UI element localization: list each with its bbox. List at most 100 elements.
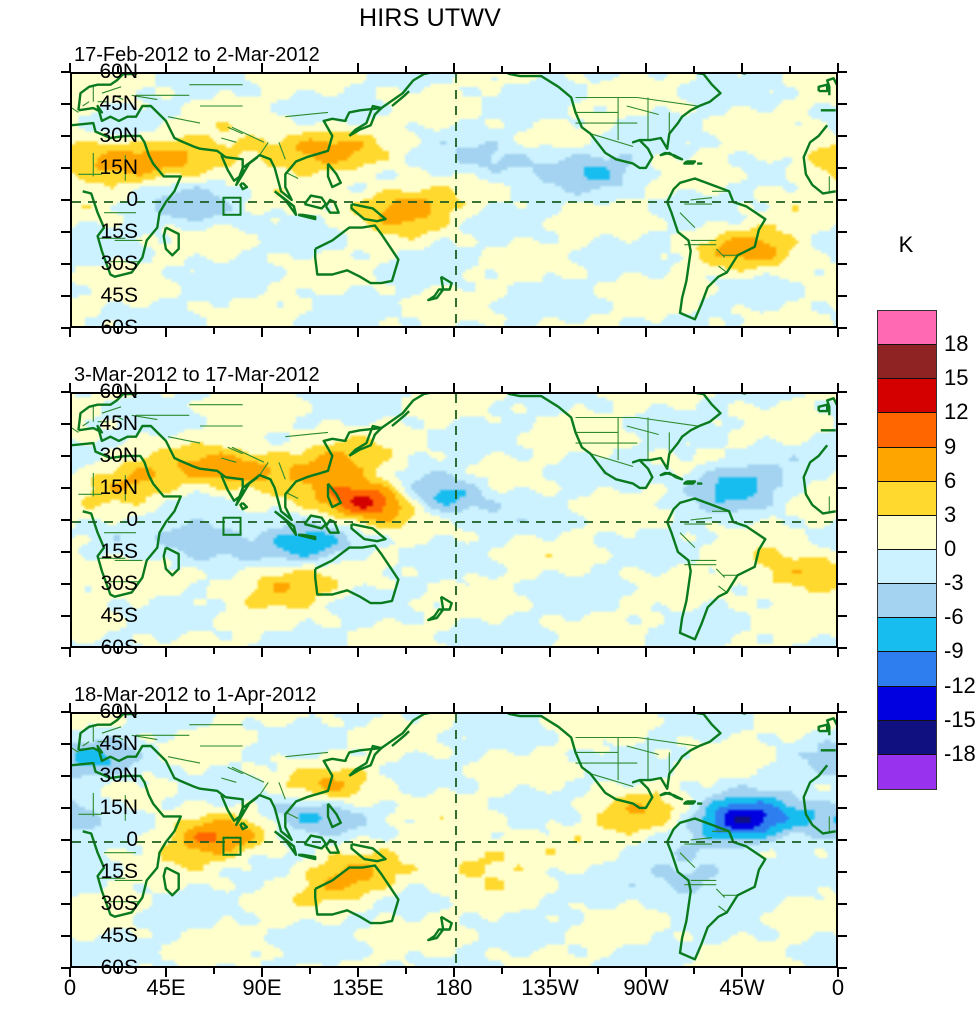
x-tick-mark-minor <box>213 706 215 712</box>
country-border <box>590 133 634 148</box>
colorbar-band-very-light-cyan <box>878 549 936 585</box>
x-tick-mark <box>261 703 263 712</box>
x-tick-mark-minor <box>213 968 215 974</box>
country-border <box>167 756 201 764</box>
y-tick-label-15S: 15S <box>100 860 138 883</box>
coastline <box>313 544 400 605</box>
coastline <box>350 842 387 863</box>
x-tick-mark <box>453 648 455 657</box>
y-tick-label-15N: 15N <box>99 796 138 819</box>
panel-3-label: 18-Mar-2012 to 1-Apr-2012 <box>74 684 317 706</box>
country-border <box>72 107 79 113</box>
y-tick-mark <box>61 199 70 201</box>
x-tick-mark <box>741 703 743 712</box>
country-border <box>231 446 265 463</box>
x-tick-mark <box>357 383 359 392</box>
map-panel-2: 3-Mar-2012 to 17-Mar-2012 <box>70 364 838 648</box>
country-border <box>114 414 124 421</box>
colorbar <box>877 310 937 790</box>
country-border <box>114 734 124 741</box>
coastline <box>72 761 183 918</box>
country-border <box>231 126 265 143</box>
y-tick-mark <box>61 391 70 393</box>
country-border <box>690 197 713 201</box>
coastline <box>350 522 387 543</box>
x-tick-mark <box>165 968 167 977</box>
y-tick-label-45N: 45N <box>99 92 138 115</box>
coastline <box>802 444 836 515</box>
colorbar-band-dark-blue <box>878 686 936 721</box>
x-tick-label-0: 0 <box>63 975 77 1000</box>
y-tick-mark <box>61 711 70 713</box>
y-tick-mark <box>61 871 70 873</box>
x-tick-mark <box>453 703 455 712</box>
coastline <box>303 194 328 210</box>
country-border <box>101 726 122 734</box>
coastline <box>239 821 249 831</box>
country-border <box>82 421 90 427</box>
y-tick-mark-right <box>838 391 847 393</box>
country-border <box>167 436 201 444</box>
colorbar-band-cyan <box>878 618 936 653</box>
x-tick-label-45E: 45E <box>146 975 186 1000</box>
y-tick-mark-right <box>838 871 847 873</box>
anomaly-field-canvas <box>72 74 836 326</box>
y-tick-mark <box>61 935 70 937</box>
x-tick-mark <box>837 968 839 977</box>
coastline <box>72 121 183 278</box>
country-border <box>227 766 243 775</box>
x-tick-mark <box>261 968 263 977</box>
x-tick-mark <box>165 703 167 712</box>
y-tick-mark-right <box>838 231 847 233</box>
coastline <box>77 394 138 431</box>
colorbar-tick-neg6: -6 <box>944 604 964 630</box>
country-border <box>679 852 696 868</box>
x-tick-mark <box>645 328 647 337</box>
x-tick-mark-minor <box>789 66 791 72</box>
x-tick-mark-minor <box>501 328 503 334</box>
coastline-overlay <box>72 394 836 646</box>
country-border <box>679 212 696 228</box>
coastline <box>350 202 387 223</box>
x-tick-mark-minor <box>693 386 695 392</box>
coastline <box>391 730 410 747</box>
coastline <box>666 497 767 641</box>
colorbar-tick-15: 15 <box>944 365 969 391</box>
x-tick-mark <box>741 63 743 72</box>
x-tick-mark <box>261 648 263 657</box>
country-border <box>626 105 659 116</box>
coastline <box>326 162 342 189</box>
coastline <box>324 198 340 214</box>
colorbar-band-yellow <box>878 481 936 516</box>
x-tick-mark <box>837 328 839 337</box>
y-tick-mark-right <box>838 103 847 105</box>
x-tick-mark <box>165 63 167 72</box>
y-tick-mark <box>61 455 70 457</box>
y-tick-mark <box>61 839 70 841</box>
x-tick-mark-minor <box>405 328 407 334</box>
x-tick-mark-minor <box>117 66 119 72</box>
x-tick-mark-minor <box>405 968 407 974</box>
y-tick-label-15S: 15S <box>100 220 138 243</box>
country-border <box>285 431 329 438</box>
x-tick-mark-minor <box>117 968 119 974</box>
y-tick-mark <box>61 743 70 745</box>
colorbar-tick-neg3: -3 <box>944 570 964 596</box>
country-border <box>131 734 158 741</box>
x-tick-mark <box>837 383 839 392</box>
x-tick-mark-minor <box>501 968 503 974</box>
x-tick-label-180: 180 <box>435 975 473 1000</box>
y-tick-mark-right <box>838 551 847 553</box>
x-tick-mark <box>645 648 647 657</box>
coastline <box>239 181 249 191</box>
country-border <box>285 111 329 118</box>
x-tick-mark-minor <box>309 328 311 334</box>
coastline <box>313 864 400 925</box>
country-border <box>590 773 634 788</box>
y-tick-label-60S: 60S <box>100 956 138 979</box>
x-tick-label-135E: 135E <box>332 975 384 1000</box>
coastline <box>273 830 298 857</box>
x-tick-mark <box>69 703 71 712</box>
colorbar-band-orange <box>878 413 936 448</box>
x-tick-mark <box>549 968 551 977</box>
